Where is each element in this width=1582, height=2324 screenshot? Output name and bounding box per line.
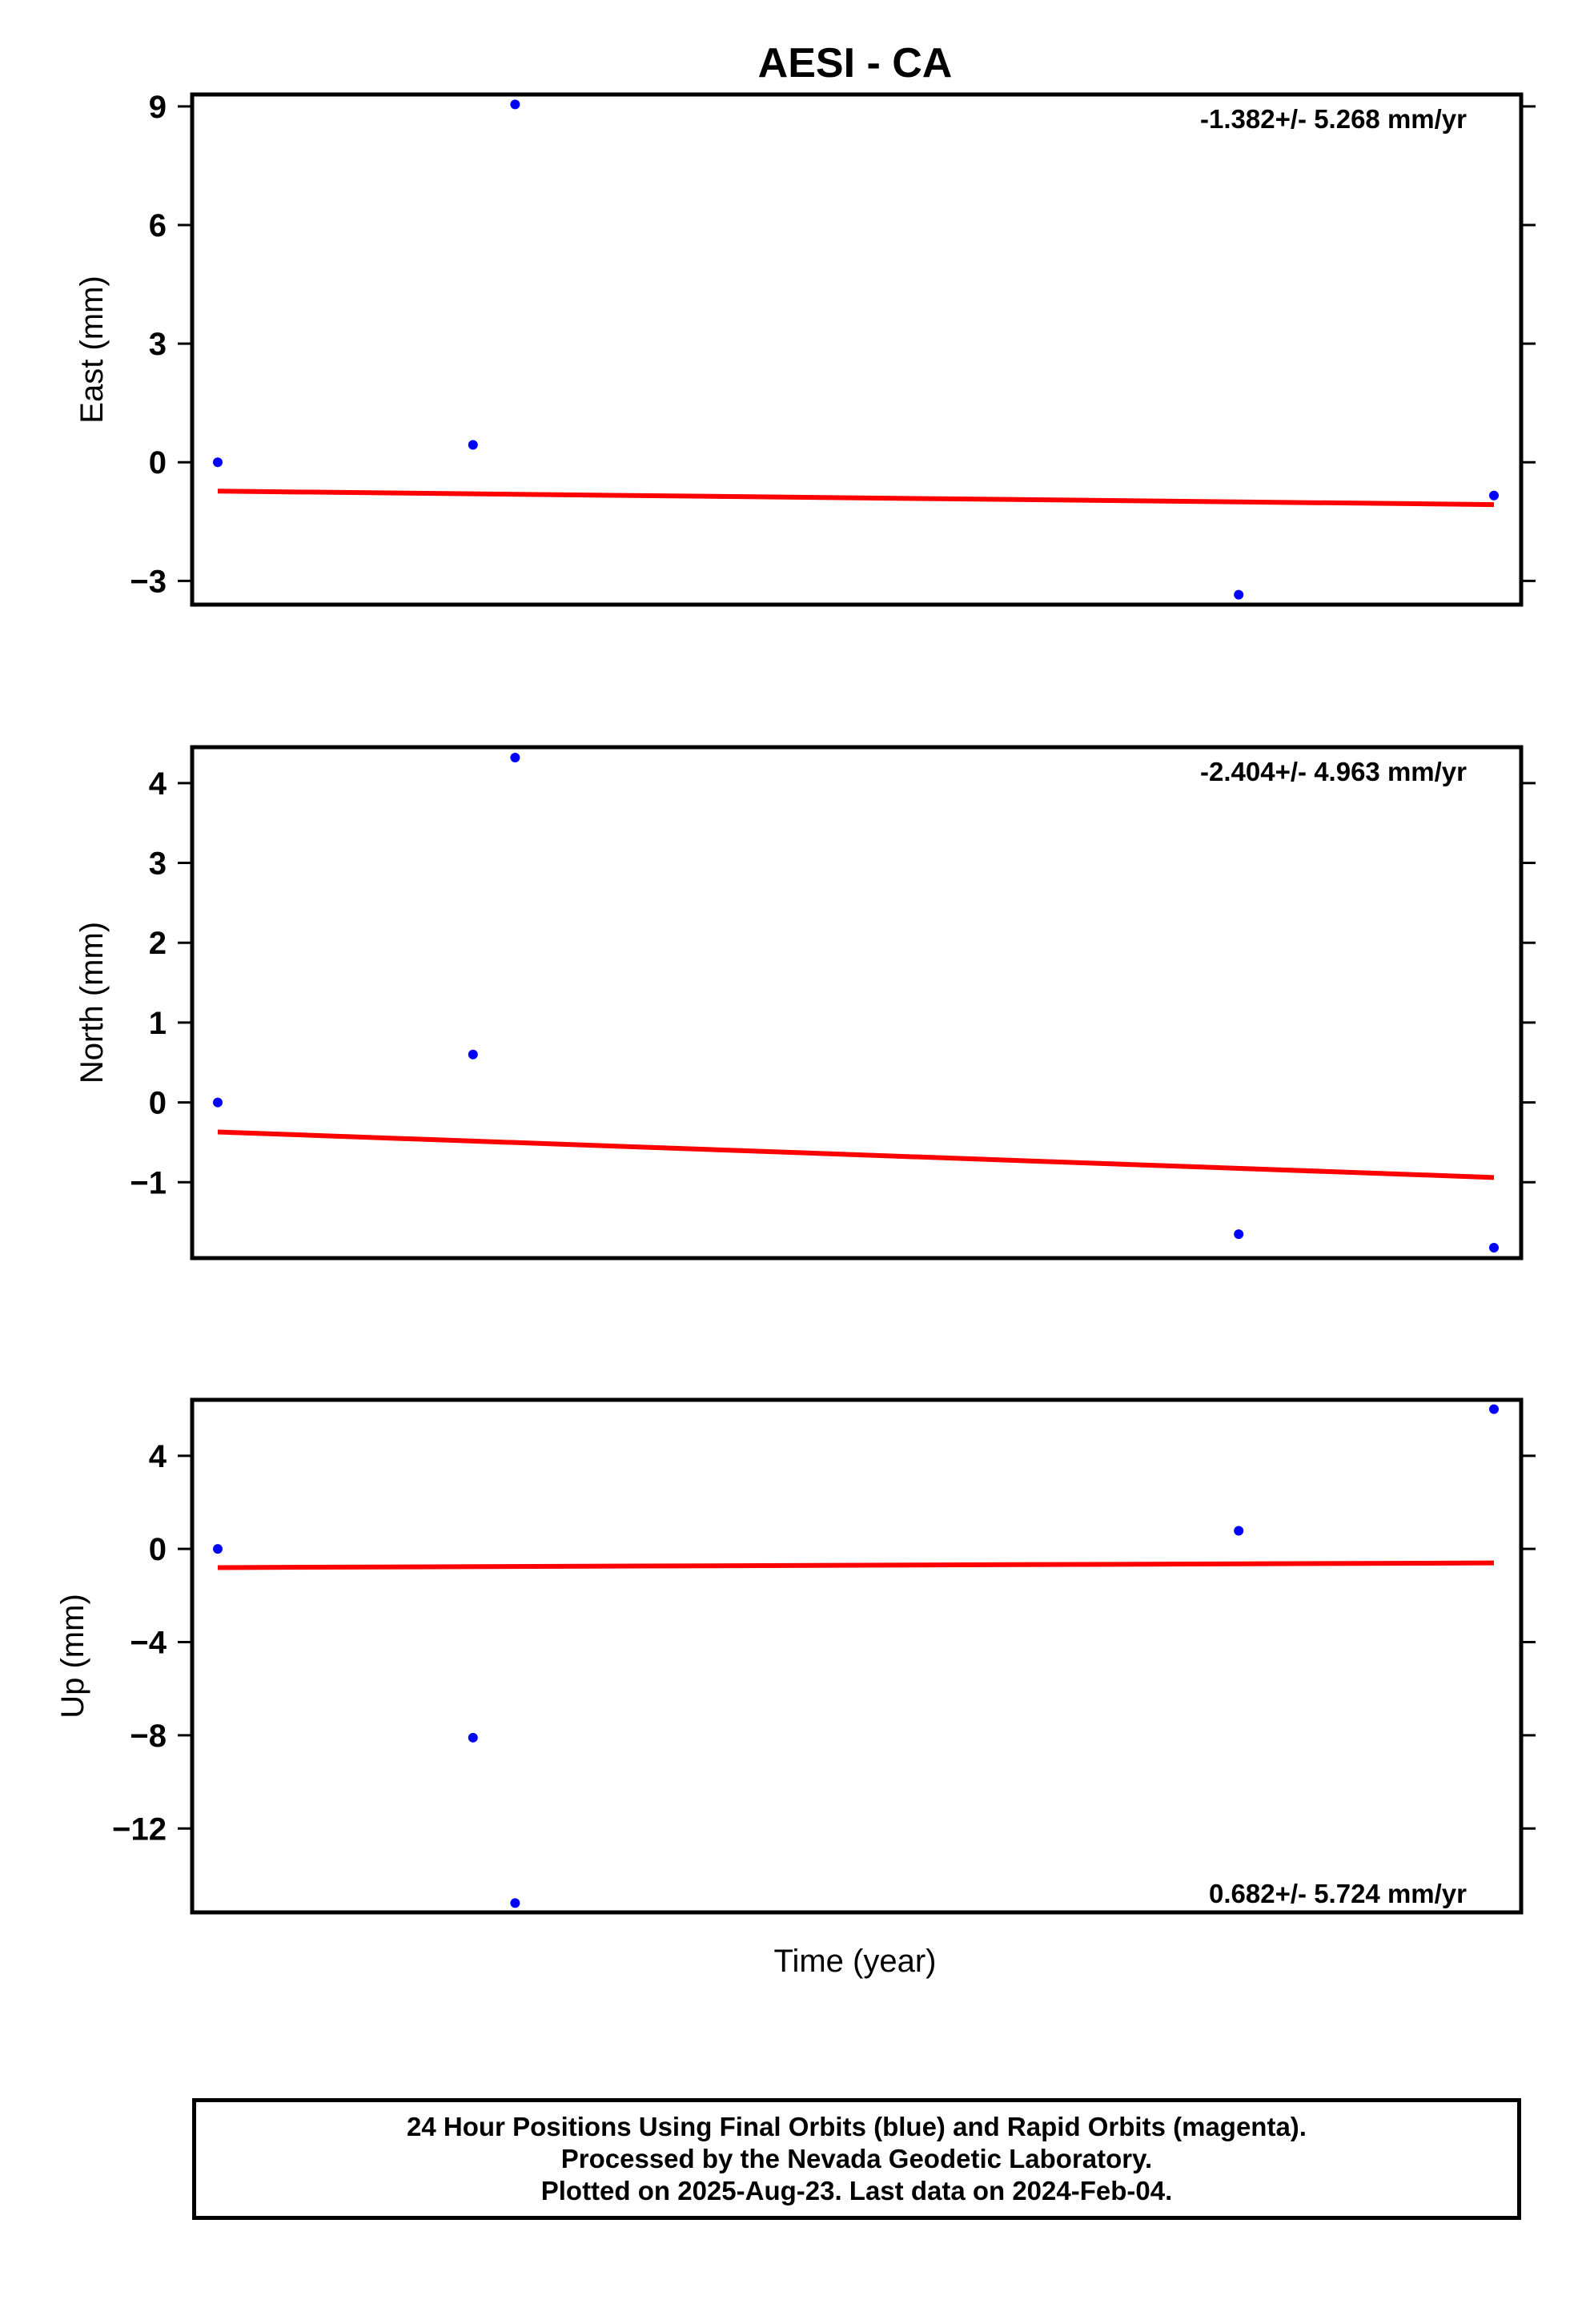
up-data-point [468, 1732, 478, 1743]
north-ytick-label: 0 [149, 1086, 167, 1121]
north-rate-annotation: -2.404+/- 4.963 mm/yr [1200, 757, 1467, 786]
gps-time-series-figure: AESI - CA 9 6 3 0 −3 East (mm) -1.382+/- 5.268… [55, 40, 1536, 1979]
east-ytick-label: 3 [149, 327, 167, 362]
north-data-point [468, 1049, 478, 1059]
north-data-point [510, 752, 520, 762]
north-ytick-label: 2 [149, 926, 167, 961]
north-ytick-label: −1 [130, 1165, 167, 1200]
up-rate-annotation: 0.682+/- 5.724 mm/yr [1209, 1879, 1467, 1908]
footer-caption-box: 24 Hour Positions Using Final Orbits (bl… [192, 2098, 1521, 2220]
east-trend-line [217, 489, 1495, 508]
east-ytick-label: −3 [130, 564, 167, 599]
up-data-point [213, 1544, 223, 1554]
up-plot-frame [190, 1397, 1524, 1915]
x-axis-label: Time (year) [774, 1944, 937, 1979]
east-panel: 9 6 3 0 −3 East (mm) -1.382+/- 5.268 mm/yr [74, 90, 1536, 607]
east-rate-annotation: -1.382+/- 5.268 mm/yr [1200, 104, 1467, 134]
up-y-axis-label: Up (mm) [55, 1594, 90, 1719]
footer-line-plotted: Plotted on 2025-Aug-23. Last data on 202… [540, 2176, 1173, 2205]
up-data-point [1489, 1404, 1499, 1414]
east-ytick-label: 6 [149, 208, 167, 243]
east-ytick-label: 9 [149, 90, 167, 125]
chart-title: AESI - CA [758, 40, 953, 86]
east-data-point [1234, 589, 1244, 600]
footer-line-processed: Processed by the Nevada Geodetic Laborat… [560, 2144, 1153, 2173]
footer-line-orbits: 24 Hour Positions Using Final Orbits (bl… [407, 2112, 1307, 2141]
north-plot-frame [190, 745, 1524, 1261]
north-ytick-label: 3 [149, 846, 167, 882]
north-data-point [213, 1097, 223, 1108]
east-ytick-label: 0 [149, 445, 167, 480]
up-ytick-label: −4 [130, 1626, 167, 1661]
up-trend-line [217, 1560, 1495, 1570]
east-plot-frame [190, 92, 1524, 607]
north-trend-line [217, 1129, 1495, 1180]
north-panel: 4 3 2 1 0 −1 North (mm) -2.404+/- 4.963 mm/yr [74, 745, 1536, 1261]
up-ytick-label: −12 [112, 1811, 167, 1847]
east-y-axis-label: East (mm) [74, 275, 110, 423]
east-data-point [510, 99, 520, 110]
east-data-point [1489, 490, 1499, 501]
north-data-point [1489, 1243, 1499, 1253]
north-ytick-label: 1 [149, 1006, 167, 1041]
east-data-point [213, 457, 223, 468]
up-ytick-label: −8 [130, 1719, 167, 1754]
up-data-point [510, 1898, 520, 1908]
east-data-point [468, 440, 478, 450]
north-ytick-label: 4 [149, 766, 167, 802]
up-ytick-label: 0 [149, 1532, 167, 1567]
up-data-point [1234, 1526, 1244, 1536]
up-ytick-label: 4 [149, 1439, 167, 1474]
north-y-axis-label: North (mm) [74, 922, 110, 1084]
up-panel: 4 0 −4 −8 −12 Up (mm) 0.682+/- 5.724 mm/yr [55, 1397, 1536, 1915]
north-data-point [1234, 1229, 1244, 1240]
